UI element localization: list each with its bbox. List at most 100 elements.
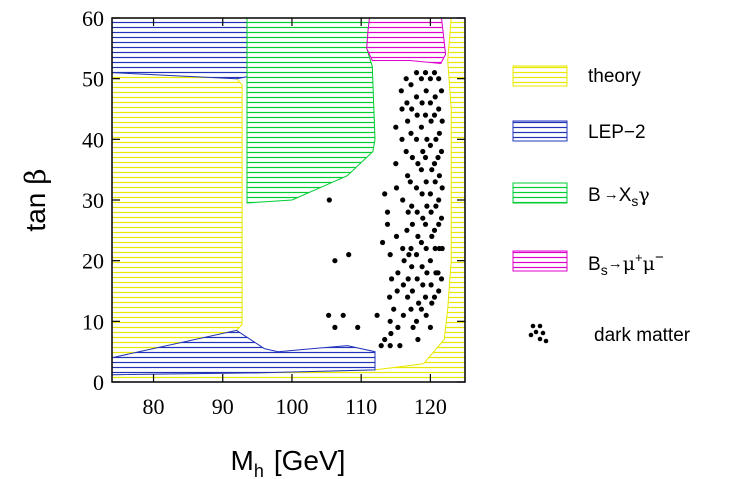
dark-matter-point (419, 100, 425, 106)
dark-matter-point (388, 330, 394, 337)
dark-matter-point (400, 245, 406, 252)
dark-matter-point (438, 148, 445, 155)
dark-matter-point (436, 76, 442, 82)
dark-matter-point (419, 191, 425, 197)
dark-matter-point (387, 318, 393, 324)
dark-matter-point (418, 239, 424, 246)
dark-matter-point (428, 282, 434, 288)
dark-matter-point (423, 312, 429, 318)
legend-swatch-theory (512, 65, 568, 87)
legend-label-bsmumu: Bs→μ+μ− (588, 249, 664, 278)
y-tick-label: 40 (82, 127, 104, 152)
region-bs--0 (366, 18, 447, 65)
dark-matter-point (433, 203, 439, 209)
dark-matter-point (431, 227, 438, 233)
dark-matter-point (403, 76, 409, 82)
dark-matter-point (431, 161, 438, 167)
dark-matter-point (431, 112, 438, 118)
dark-matter-point (428, 209, 434, 215)
dark-matter-point (409, 221, 415, 227)
dark-matter-point (420, 148, 426, 155)
dark-matter-point (408, 82, 414, 88)
dark-matter-point (332, 258, 338, 264)
dark-matter-point (432, 179, 438, 185)
legend: theory LEP−2 B →Xsγ Bs→μ+μ− dark matter (512, 65, 691, 346)
dark-matter-point (395, 270, 401, 276)
dark-matter-point (438, 276, 445, 282)
y-tick-label: 30 (82, 188, 104, 213)
dark-matter-point (400, 282, 406, 288)
dark-matter-point (408, 130, 414, 136)
dark-matter-point (346, 252, 352, 258)
dark-matter-point (413, 318, 420, 324)
dark-matter-point (427, 76, 433, 82)
dark-matter-point (422, 154, 429, 161)
dark-matter-point (410, 324, 416, 330)
dark-matter-point (431, 70, 438, 76)
dark-matter-point (423, 245, 429, 252)
y-tick-label: 50 (82, 67, 104, 92)
dark-matter-point (415, 161, 421, 167)
dark-matter-point (326, 197, 332, 203)
dark-matter-point (418, 76, 424, 82)
dark-matter-point (408, 245, 414, 252)
dark-matter-point (427, 258, 433, 264)
y-tick-label: 0 (93, 370, 104, 395)
legend-label-theory: theory (588, 66, 641, 87)
dark-matter-point (405, 118, 411, 124)
dark-matter-point (422, 221, 429, 227)
dark-matter-point (414, 276, 420, 282)
dark-matter-point (424, 270, 430, 276)
dark-matter-point (384, 209, 391, 215)
dark-matter-point (427, 324, 433, 330)
dark-matter-point (427, 142, 433, 148)
dark-matter-point (405, 173, 411, 179)
legend-item-theory: theory (512, 65, 641, 87)
legend-item-dark-matter: dark matter (528, 323, 691, 346)
dark-matter-point (415, 336, 421, 343)
dark-matter-point (397, 343, 403, 349)
y-tick-label: 10 (82, 309, 104, 334)
dark-matter-point (393, 233, 400, 239)
dark-matter-point (409, 203, 415, 209)
dark-matter-point (420, 282, 426, 288)
dark-matter-point (378, 343, 384, 349)
dark-matter-point (415, 233, 421, 239)
x-tick-label: 80 (143, 394, 165, 419)
dark-matter-point (436, 221, 442, 227)
dark-matter-point (404, 227, 410, 233)
dark-matter-point (393, 161, 399, 167)
dark-matter-point (428, 118, 434, 124)
x-tick-label: 110 (345, 394, 377, 419)
dark-matter-point (436, 288, 442, 294)
dark-matter-point (387, 252, 393, 258)
y-tick-label: 20 (82, 249, 104, 274)
dark-matter-point (429, 300, 435, 306)
dark-matter-point (355, 324, 361, 330)
dark-matter-point (413, 136, 420, 142)
legend-label-bsgamma: B →Xsγ (588, 184, 650, 209)
dark-matter-point (413, 94, 420, 100)
dark-matter-point (436, 173, 442, 179)
dark-matter-point (382, 191, 388, 197)
dark-matter-point (418, 167, 424, 173)
dark-matter-point (423, 88, 429, 94)
dark-matter-point (413, 70, 420, 76)
dark-matter-point (414, 209, 420, 215)
dark-matter-point (401, 258, 407, 264)
dark-matter-point (432, 245, 438, 252)
dark-matter-point (431, 294, 438, 300)
dark-matter-point (424, 203, 430, 209)
dark-matter-point (427, 100, 433, 106)
dark-matter-point (435, 154, 441, 161)
legend-swatch-bsmumu (512, 250, 568, 272)
legend-dots-icon (528, 323, 549, 344)
region-b-xs--0 (246, 18, 376, 204)
dark-matter-point (380, 239, 386, 246)
legend-item-bsgamma: B →Xsγ (512, 182, 650, 209)
x-axis-label: Mh [GeV] (231, 445, 346, 479)
dark-matter-point (406, 252, 412, 258)
legend-item-bsmumu: Bs→μ+μ− (512, 249, 664, 278)
x-tick-label: 90 (212, 394, 234, 419)
